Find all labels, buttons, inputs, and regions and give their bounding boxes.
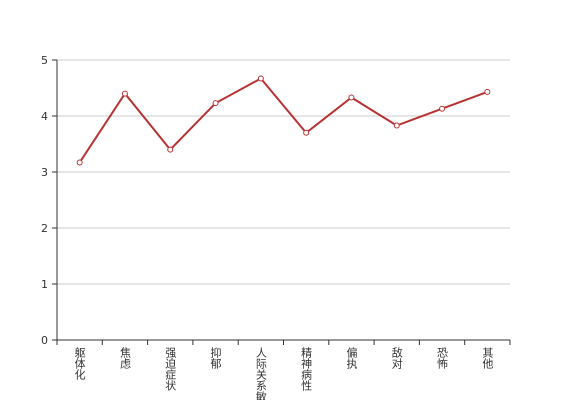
point — [348, 94, 355, 101]
x-tick-label: 恐怖 — [436, 347, 449, 369]
point — [212, 100, 219, 107]
line — [78, 77, 488, 164]
point — [439, 105, 446, 112]
y-tick-label: 5 — [41, 54, 48, 67]
point — [303, 129, 310, 136]
x-tick-label: 躯体化 — [73, 347, 86, 381]
x-tick-label: 精神病性 — [300, 347, 313, 392]
x-tick-label: 焦虑 — [118, 347, 131, 369]
y-tick-label: 2 — [41, 222, 48, 235]
y-tick-label: 0 — [41, 334, 48, 347]
y-tick-label: 3 — [41, 166, 48, 179]
x-tick-label: 人际关系敏感 — [254, 347, 267, 400]
x-tick-label: 其他 — [481, 347, 494, 369]
x-tick-label: 抑郁 — [209, 346, 222, 369]
x-tick-label: 偏执 — [345, 346, 358, 370]
point — [393, 122, 400, 129]
point — [167, 146, 174, 153]
x-tick-label: 强迫症状 — [164, 347, 177, 391]
point — [484, 88, 491, 95]
point — [76, 159, 83, 166]
point — [257, 75, 264, 82]
y-tick-label: 1 — [41, 278, 48, 291]
x-tick-label: 敌对 — [390, 346, 403, 369]
point — [121, 90, 128, 97]
y-tick-label: 4 — [41, 110, 48, 123]
